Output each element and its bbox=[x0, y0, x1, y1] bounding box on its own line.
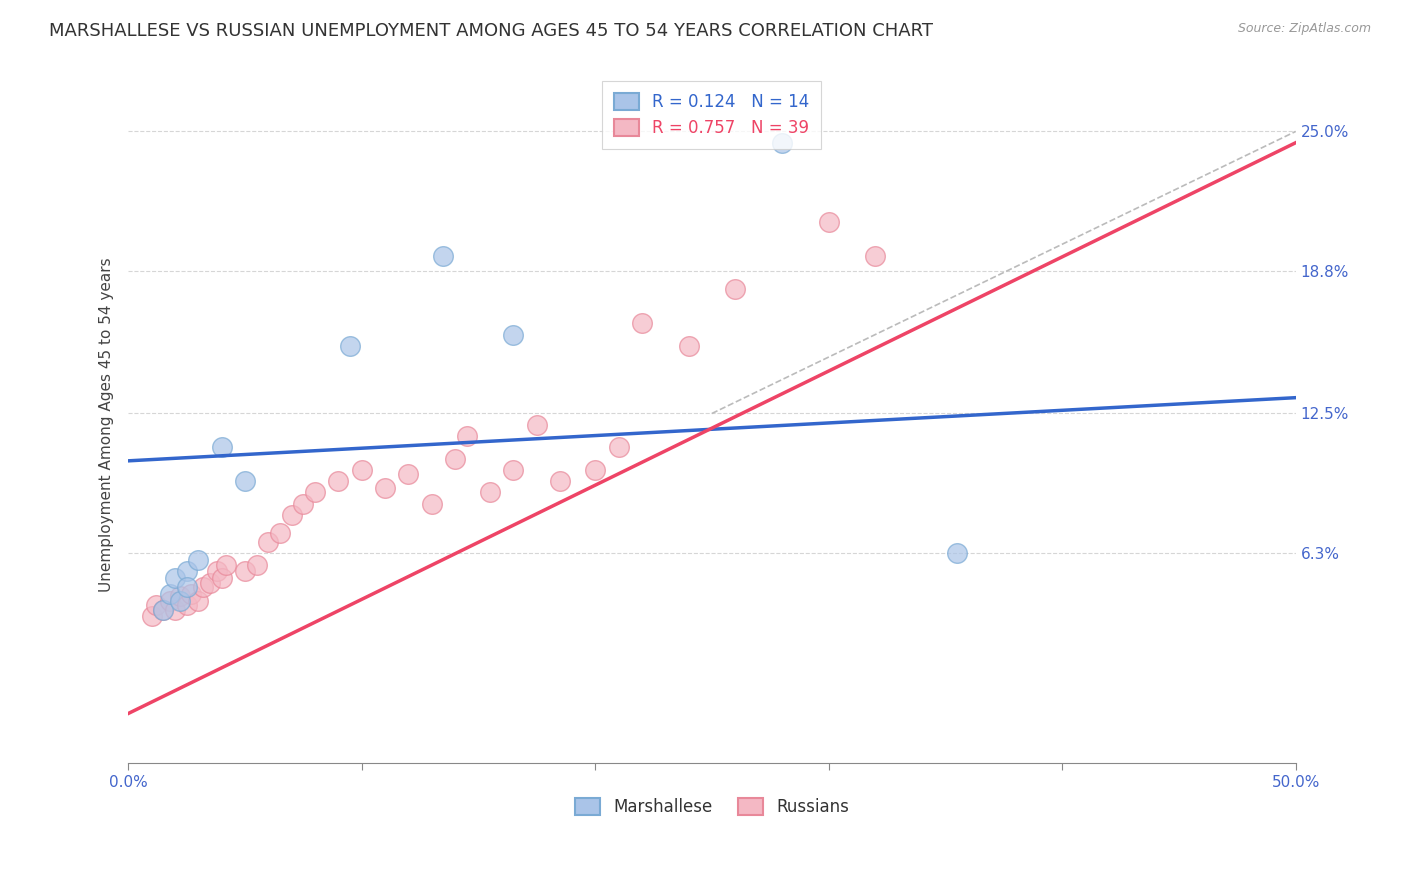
Point bbox=[176, 598, 198, 612]
Point bbox=[159, 587, 181, 601]
Point bbox=[770, 136, 793, 150]
Point bbox=[374, 481, 396, 495]
Point bbox=[502, 463, 524, 477]
Point bbox=[479, 485, 502, 500]
Point bbox=[152, 603, 174, 617]
Point bbox=[205, 565, 228, 579]
Point bbox=[502, 327, 524, 342]
Point bbox=[211, 571, 233, 585]
Point bbox=[420, 497, 443, 511]
Point bbox=[631, 316, 654, 330]
Point bbox=[432, 248, 454, 262]
Point bbox=[548, 474, 571, 488]
Point bbox=[724, 282, 747, 296]
Point bbox=[583, 463, 606, 477]
Point bbox=[233, 565, 256, 579]
Point bbox=[444, 451, 467, 466]
Point bbox=[176, 565, 198, 579]
Text: MARSHALLESE VS RUSSIAN UNEMPLOYMENT AMONG AGES 45 TO 54 YEARS CORRELATION CHART: MARSHALLESE VS RUSSIAN UNEMPLOYMENT AMON… bbox=[49, 22, 934, 40]
Point bbox=[159, 593, 181, 607]
Point bbox=[198, 575, 221, 590]
Legend: Marshallese, Russians: Marshallese, Russians bbox=[568, 791, 855, 822]
Point bbox=[145, 598, 167, 612]
Point bbox=[169, 593, 191, 607]
Point bbox=[163, 571, 186, 585]
Point bbox=[152, 603, 174, 617]
Point bbox=[246, 558, 269, 572]
Point bbox=[269, 526, 291, 541]
Point bbox=[526, 417, 548, 432]
Point bbox=[141, 609, 163, 624]
Text: Source: ZipAtlas.com: Source: ZipAtlas.com bbox=[1237, 22, 1371, 36]
Point bbox=[339, 339, 361, 353]
Point bbox=[215, 558, 238, 572]
Point bbox=[187, 553, 209, 567]
Point bbox=[191, 580, 214, 594]
Point bbox=[328, 474, 350, 488]
Point bbox=[280, 508, 302, 522]
Point bbox=[304, 485, 326, 500]
Point bbox=[946, 546, 969, 560]
Point bbox=[169, 589, 191, 603]
Point bbox=[678, 339, 700, 353]
Point bbox=[187, 593, 209, 607]
Point bbox=[865, 248, 887, 262]
Point bbox=[396, 467, 419, 482]
Point bbox=[176, 580, 198, 594]
Point bbox=[233, 474, 256, 488]
Point bbox=[607, 440, 630, 454]
Point bbox=[257, 535, 280, 549]
Point bbox=[456, 429, 478, 443]
Point bbox=[817, 215, 839, 229]
Point bbox=[163, 603, 186, 617]
Point bbox=[350, 463, 373, 477]
Y-axis label: Unemployment Among Ages 45 to 54 years: Unemployment Among Ages 45 to 54 years bbox=[100, 258, 114, 592]
Point bbox=[211, 440, 233, 454]
Point bbox=[292, 497, 315, 511]
Point bbox=[180, 587, 202, 601]
